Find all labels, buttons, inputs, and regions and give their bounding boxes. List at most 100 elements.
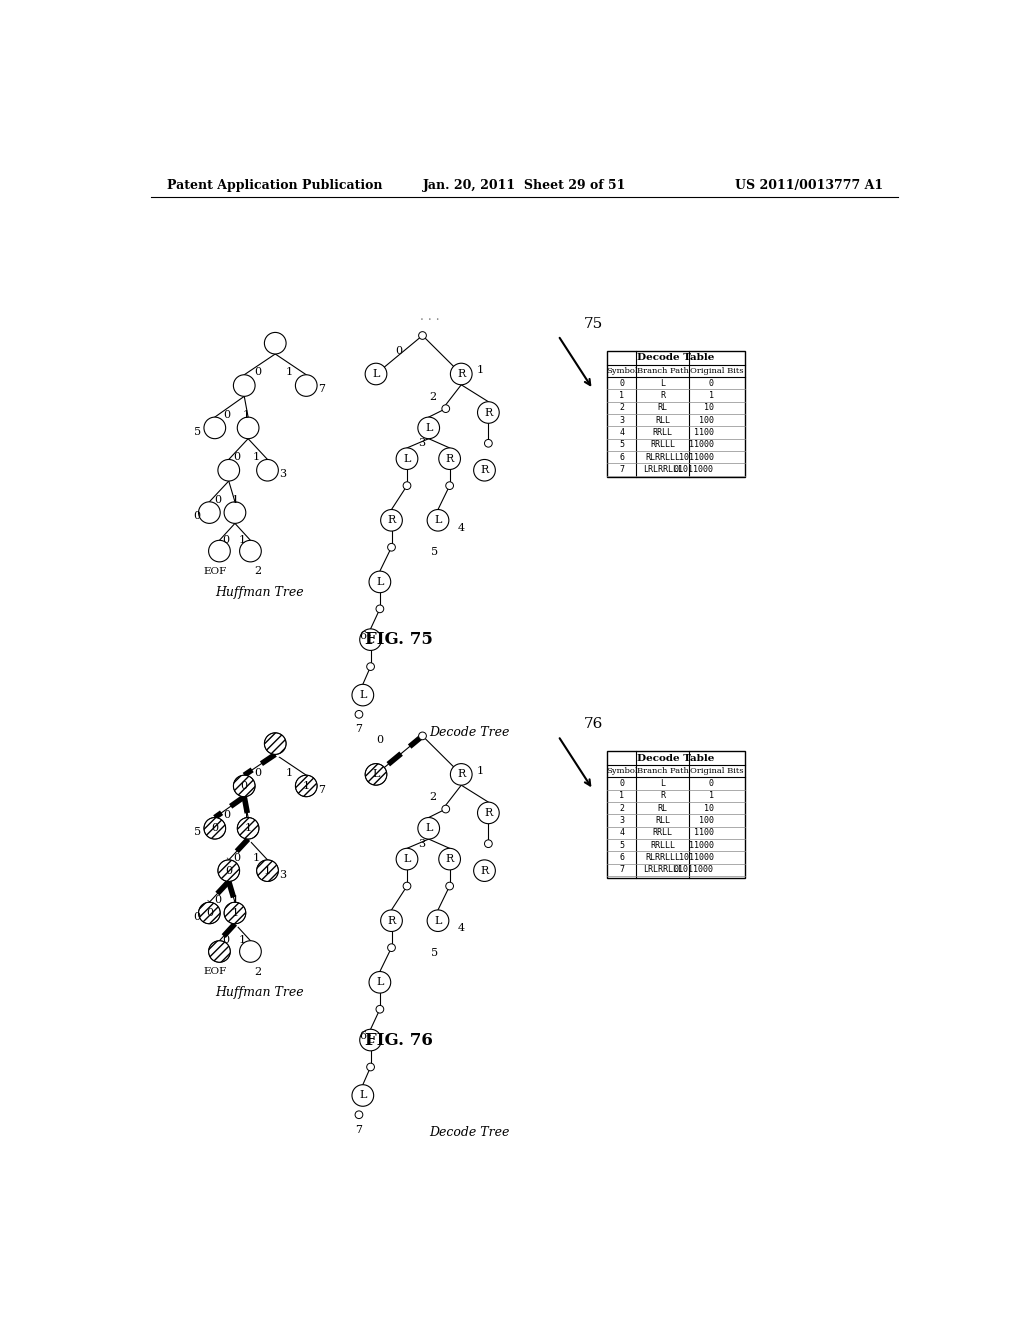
Circle shape xyxy=(419,331,426,339)
Text: 1: 1 xyxy=(231,495,239,504)
Text: 7: 7 xyxy=(620,465,625,474)
Text: 0: 0 xyxy=(709,779,714,788)
Circle shape xyxy=(388,944,395,952)
Circle shape xyxy=(403,482,411,490)
Text: 4: 4 xyxy=(458,924,465,933)
Text: 2: 2 xyxy=(254,566,261,577)
Text: 4: 4 xyxy=(620,428,625,437)
Text: 0: 0 xyxy=(255,367,262,378)
Text: 0: 0 xyxy=(225,866,232,875)
Text: 5: 5 xyxy=(194,426,201,437)
Circle shape xyxy=(238,817,259,840)
Text: 3: 3 xyxy=(280,469,287,479)
Circle shape xyxy=(199,903,220,924)
Circle shape xyxy=(264,733,286,755)
Circle shape xyxy=(419,733,426,739)
Text: 3: 3 xyxy=(418,838,425,849)
Text: 5: 5 xyxy=(194,828,201,837)
Text: 0: 0 xyxy=(222,535,229,545)
Text: 0: 0 xyxy=(193,912,200,921)
Text: L: L xyxy=(403,854,411,865)
Text: L: L xyxy=(373,370,380,379)
Circle shape xyxy=(257,459,279,480)
Text: RLRRLLL: RLRRLLL xyxy=(645,853,680,862)
Text: L: L xyxy=(434,916,441,925)
Text: RRLL: RRLL xyxy=(652,829,673,837)
Circle shape xyxy=(418,817,439,840)
Text: RRLLL: RRLLL xyxy=(650,841,675,850)
Text: 0: 0 xyxy=(376,735,383,744)
Text: RLL: RLL xyxy=(655,816,671,825)
Circle shape xyxy=(224,502,246,524)
Text: 1: 1 xyxy=(252,853,259,862)
Circle shape xyxy=(240,941,261,962)
Text: 100: 100 xyxy=(699,416,714,425)
Text: L: L xyxy=(403,454,411,463)
FancyBboxPatch shape xyxy=(607,751,744,878)
Text: 1011000: 1011000 xyxy=(679,853,714,862)
Text: 0: 0 xyxy=(214,495,221,504)
Text: 1: 1 xyxy=(620,391,625,400)
Text: 0: 0 xyxy=(223,409,230,420)
Circle shape xyxy=(477,803,500,824)
Text: RRLLL: RRLLL xyxy=(650,441,675,449)
Circle shape xyxy=(355,1111,362,1118)
Text: L: L xyxy=(359,1090,367,1101)
Text: 0: 0 xyxy=(620,779,625,788)
Text: R: R xyxy=(445,454,454,463)
Circle shape xyxy=(218,859,240,882)
Circle shape xyxy=(451,763,472,785)
Text: 1100: 1100 xyxy=(694,829,714,837)
Text: 3: 3 xyxy=(620,816,625,825)
Text: L: L xyxy=(359,690,367,700)
Text: 10: 10 xyxy=(703,404,714,412)
Text: L: L xyxy=(660,379,666,388)
FancyBboxPatch shape xyxy=(607,351,744,478)
Circle shape xyxy=(295,775,317,797)
Text: R: R xyxy=(457,370,465,379)
Text: 7: 7 xyxy=(355,1125,362,1135)
Text: EOF: EOF xyxy=(204,566,227,576)
Circle shape xyxy=(233,375,255,396)
Text: 3: 3 xyxy=(280,870,287,879)
Circle shape xyxy=(442,805,450,813)
Text: 1: 1 xyxy=(252,453,259,462)
Text: US 2011/0013777 A1: US 2011/0013777 A1 xyxy=(735,178,883,191)
Circle shape xyxy=(438,447,461,470)
Text: Symbol: Symbol xyxy=(606,767,638,775)
Text: 1: 1 xyxy=(477,766,484,776)
Text: RL: RL xyxy=(657,804,668,813)
Circle shape xyxy=(369,972,391,993)
Text: 0: 0 xyxy=(709,379,714,388)
Text: 1: 1 xyxy=(477,366,484,375)
Text: 2: 2 xyxy=(429,792,436,803)
Circle shape xyxy=(209,540,230,562)
Circle shape xyxy=(484,840,493,847)
Circle shape xyxy=(474,859,496,882)
Text: 1: 1 xyxy=(231,895,239,906)
Text: R: R xyxy=(484,408,493,417)
Text: 1: 1 xyxy=(243,810,250,820)
Circle shape xyxy=(376,605,384,612)
Text: L: L xyxy=(367,635,374,644)
Circle shape xyxy=(355,710,362,718)
Text: Huffman Tree: Huffman Tree xyxy=(215,986,304,999)
Circle shape xyxy=(438,849,461,870)
Text: L: L xyxy=(376,577,384,587)
Circle shape xyxy=(369,572,391,593)
Text: 76: 76 xyxy=(584,717,603,731)
Text: R: R xyxy=(660,391,666,400)
Circle shape xyxy=(474,459,496,480)
Circle shape xyxy=(352,1085,374,1106)
Text: 7: 7 xyxy=(317,785,325,795)
Circle shape xyxy=(442,405,450,413)
Text: L: L xyxy=(425,824,432,833)
Circle shape xyxy=(396,849,418,870)
Text: 2: 2 xyxy=(620,804,625,813)
Text: 1: 1 xyxy=(286,768,293,777)
Text: RL: RL xyxy=(657,404,668,412)
Text: FIG. 76: FIG. 76 xyxy=(366,1031,433,1048)
Text: Patent Application Publication: Patent Application Publication xyxy=(167,178,382,191)
Circle shape xyxy=(381,909,402,932)
Circle shape xyxy=(484,440,493,447)
